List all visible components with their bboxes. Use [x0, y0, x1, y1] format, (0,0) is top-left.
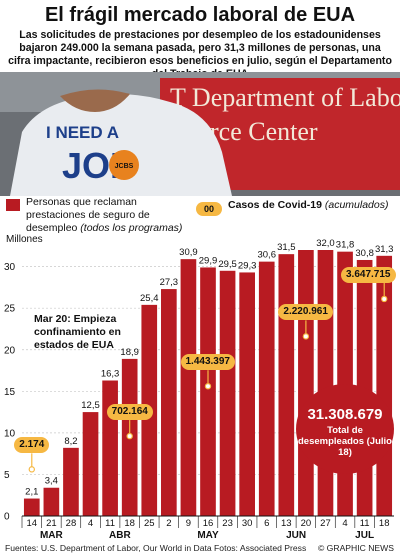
x-tick-label: 18 [379, 518, 390, 529]
legend-claims-swatch [6, 199, 20, 211]
bar [63, 447, 79, 516]
covid-cases-label: 702.164 [106, 404, 153, 421]
legend-claims-label: Personas que reclaman prestaciones de se… [26, 196, 150, 234]
x-tick-label: 28 [66, 518, 77, 529]
month-label: JUL [355, 530, 374, 541]
bar [219, 270, 236, 516]
x-tick-label: 11 [360, 518, 370, 529]
bar-value-label: 29,5 [218, 259, 237, 270]
y-tick-label: 30 [4, 262, 16, 273]
bar [180, 259, 197, 516]
y-tick-label: 10 [4, 428, 16, 439]
covid-point [126, 432, 133, 440]
x-tick-label: 21 [46, 518, 57, 529]
bar-value-label: 29,3 [238, 260, 257, 271]
bar-value-label: 25,4 [140, 293, 159, 304]
x-tick-label: 4 [342, 518, 347, 529]
badge-text: JCBS [115, 163, 134, 170]
legend-covid-badge: 00 [196, 202, 222, 216]
bar-value-label: 18,9 [120, 347, 139, 358]
y-tick-label: 0 [4, 512, 10, 523]
bar [82, 412, 99, 516]
covid-point [28, 466, 35, 473]
covid-cases-label: 2.174 [14, 437, 50, 454]
x-tick-label: 20 [301, 518, 312, 529]
bar-value-label: 3,4 [45, 476, 58, 487]
bar-value-label: 30,9 [179, 247, 198, 258]
shirt-text-1: I NEED A [46, 123, 119, 142]
covid-point [302, 333, 310, 340]
y-tick-label: 25 [4, 304, 16, 315]
x-tick-label: 11 [105, 518, 115, 529]
bar [239, 272, 255, 516]
bar-value-label: 29,9 [199, 255, 218, 266]
bar [258, 261, 275, 516]
bar-value-label: 30,6 [257, 250, 276, 261]
bar-value-label: 2,1 [25, 487, 38, 498]
bar-value-label: 31,5 [277, 242, 296, 253]
x-tick-label: 2 [166, 518, 171, 529]
covid-cases-label: 2.220.961 [278, 304, 333, 321]
total-unemployed-bubble: 31.308.679 Total de desempleados (Julio … [296, 384, 394, 474]
y-tick-label: 15 [4, 387, 16, 398]
bar-value-label: 27,3 [160, 277, 179, 288]
badge-icon [109, 150, 139, 180]
legend-claims-note: (todos los programas) [80, 222, 183, 234]
bar [298, 250, 314, 516]
x-tick-label: 4 [88, 518, 93, 529]
x-tick-label: 13 [281, 518, 292, 529]
sign-text-2: rce Center [210, 117, 318, 146]
x-tick-label: 23 [222, 518, 233, 529]
month-label: MAR [40, 530, 64, 541]
bar-value-label: 16,3 [101, 369, 120, 380]
bar-value-label: 31,8 [336, 240, 355, 251]
bar [161, 289, 177, 516]
legend-covid-note: (acumulados) [324, 199, 389, 211]
bar [43, 487, 60, 516]
lockdown-annotation: Mar 20: Empieza confinamiento en estados… [34, 313, 121, 351]
month-label: ABR [109, 530, 131, 541]
covid-point [381, 295, 388, 303]
legend-covid: Casos de Covid-19 (acumulados) [228, 199, 389, 211]
x-tick-label: 25 [144, 518, 155, 529]
x-tick-label: 27 [320, 518, 331, 529]
covid-cases-label: 1.443.397 [180, 354, 235, 371]
bar-value-label: 30,8 [355, 248, 374, 259]
bar-value-label: 32,0 [316, 238, 335, 249]
bar-value-label: 12,5 [81, 400, 100, 411]
bar-value-label: 31,3 [375, 244, 394, 255]
total-label: Total de desempleados (Julio 18) [298, 425, 392, 458]
claims-chart: Millones 0 5 10 15 20 25 30 2,1 3,4 8,2 12,5 16,318,… [4, 234, 394, 541]
bar [200, 267, 216, 516]
covid-cases-label: 3.647.715 [341, 266, 396, 283]
month-label: JUN [286, 530, 306, 541]
y-tick-label: 20 [4, 345, 16, 356]
bar [102, 380, 118, 516]
x-tick-label: 6 [264, 518, 269, 529]
y-tick-label: 5 [4, 470, 10, 481]
header-photo: T Department of Labor rce Center I NEED … [0, 72, 400, 196]
footer-sources: Fuentes: U.S. Department of Labor, Our W… [5, 543, 307, 553]
x-tick-label: 16 [203, 518, 214, 529]
x-tick-label: 14 [27, 518, 38, 529]
legend-covid-label: Casos de Covid-19 [228, 199, 322, 211]
x-tick-label: 18 [124, 518, 135, 529]
legend-claims: Personas que reclaman prestaciones de se… [26, 196, 196, 235]
chart-title: El frágil mercado laboral de EUA [44, 4, 356, 26]
x-tick-label: 9 [186, 518, 191, 529]
total-value: 31.308.679 [307, 406, 383, 423]
bar-value-label: 8,2 [64, 436, 77, 447]
month-label: MAY [197, 530, 219, 541]
bar [23, 498, 40, 516]
footer-brand: © GRAPHIC NEWS [317, 543, 394, 553]
x-tick-label: 30 [242, 518, 253, 529]
y-axis-label: Millones [6, 234, 43, 245]
sign-text-1: T Department of Labor [170, 83, 400, 112]
bar [278, 254, 295, 516]
covid-point [204, 383, 212, 390]
bar [317, 250, 334, 516]
